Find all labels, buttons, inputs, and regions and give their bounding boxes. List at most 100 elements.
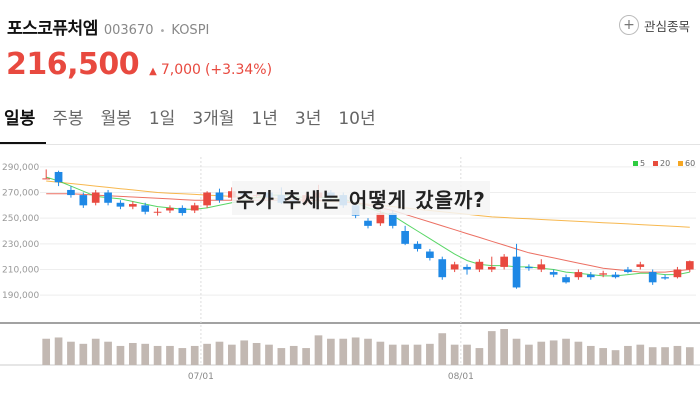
plus-icon: + <box>618 15 639 35</box>
add-favorite-button[interactable]: + 관심종목 <box>618 15 690 35</box>
candle-body <box>537 264 546 270</box>
volume-bar <box>240 340 249 365</box>
volume-bar <box>673 345 682 365</box>
candle-body <box>685 261 694 270</box>
tab-10years[interactable]: 10년 <box>338 109 376 129</box>
tab-3years[interactable]: 3년 <box>294 109 322 129</box>
candle-body <box>116 202 125 207</box>
volume-bar <box>252 342 261 365</box>
candle-body <box>438 259 447 278</box>
candle-body <box>67 189 75 196</box>
volume-bar <box>388 344 397 365</box>
y-tick-label: 210,000 <box>2 265 39 275</box>
candle-body <box>599 273 608 275</box>
stock-header: 포스코퓨처엠 003670 • KOSPI <box>7 14 209 39</box>
y-tick-label: 290,000 <box>2 163 39 173</box>
candle-body <box>562 277 570 283</box>
volume-bar <box>339 338 348 365</box>
volume-bar <box>599 348 608 365</box>
volume-bar <box>67 341 75 365</box>
current-price: 216,500 <box>6 47 140 82</box>
volume-bar <box>648 347 657 365</box>
y-tick-label: 190,000 <box>2 291 39 301</box>
candle-body <box>388 213 397 226</box>
volume-bar <box>190 345 199 365</box>
candle-body <box>190 205 199 211</box>
volume-bar <box>537 341 546 365</box>
candle-body <box>611 274 620 278</box>
candle-body <box>624 269 632 273</box>
volume-bar <box>104 341 112 365</box>
volume-bar <box>463 344 471 365</box>
candle-body <box>376 213 385 224</box>
tab-daily[interactable]: 일봉 <box>0 98 48 144</box>
candle-body <box>178 207 187 214</box>
market-name: KOSPI <box>171 23 210 38</box>
volume-bar <box>525 344 533 365</box>
y-tick-label: 250,000 <box>2 214 39 224</box>
up-arrow-icon: ▲ <box>149 66 157 77</box>
volume-bar <box>586 345 595 365</box>
volume-bar <box>636 344 645 365</box>
candle-body <box>166 207 174 211</box>
candle-body <box>525 266 533 269</box>
candle-body <box>574 272 583 278</box>
volume-bar <box>215 341 224 365</box>
volume-bar <box>611 350 620 365</box>
y-tick-label: 230,000 <box>2 240 39 250</box>
candle-body <box>500 256 508 267</box>
volume-bar <box>314 335 323 365</box>
volume-bar <box>562 338 570 365</box>
volume-bar <box>116 345 125 365</box>
tabs-divider <box>0 144 700 145</box>
x-tick-label: 07/01 <box>188 372 214 382</box>
volume-bar <box>549 340 558 365</box>
tab-weekly[interactable]: 주봉 <box>52 109 84 129</box>
volume-bar <box>153 345 162 365</box>
chart-footer-cutoff <box>0 392 700 400</box>
volume-bar <box>487 331 496 365</box>
volume-bar <box>438 333 447 365</box>
candle-body <box>636 264 645 267</box>
candle-body <box>91 192 100 203</box>
x-tick-label: 08/01 <box>448 372 474 382</box>
volume-bar <box>91 338 100 365</box>
volume-bar <box>574 341 583 365</box>
price-chart[interactable]: 290,000 270,000 250,000 230,000 210,000 190,0… <box>0 155 700 400</box>
volume-bar <box>351 337 360 365</box>
volume-bar <box>265 344 273 365</box>
volume-bar <box>203 343 211 365</box>
candle-body <box>413 243 422 249</box>
tab-1year[interactable]: 1년 <box>251 109 278 129</box>
volume-bar <box>79 343 88 365</box>
candle-body <box>203 192 211 206</box>
candle-body <box>54 171 63 183</box>
tab-1day[interactable]: 1일 <box>148 109 176 129</box>
volume-bar <box>450 344 459 365</box>
legend-label: 60 <box>685 159 695 168</box>
volume-bar <box>302 348 310 365</box>
candle-body <box>648 272 657 283</box>
volume-bar <box>277 348 286 365</box>
volume-bar <box>42 338 51 365</box>
volume-bar <box>178 348 187 365</box>
candle-body <box>141 205 150 212</box>
candle-body <box>128 204 137 207</box>
volume-bar <box>500 329 508 365</box>
candle-body <box>42 178 51 180</box>
change-percent: (+3.34%) <box>204 62 273 78</box>
candle-body <box>364 220 372 226</box>
volume-bar <box>512 338 521 365</box>
volume-bar <box>376 341 385 365</box>
tab-3months[interactable]: 3개월 <box>192 109 235 129</box>
volume-bar <box>141 343 150 365</box>
candle-body <box>512 256 521 288</box>
candle-body <box>426 251 434 258</box>
candle-body <box>401 231 409 244</box>
volume-bar <box>128 342 137 365</box>
volume-bar <box>289 345 298 365</box>
candle-body <box>673 269 682 278</box>
candle-body <box>79 195 88 206</box>
candle-body <box>153 211 162 213</box>
tab-monthly[interactable]: 월봉 <box>100 109 132 129</box>
